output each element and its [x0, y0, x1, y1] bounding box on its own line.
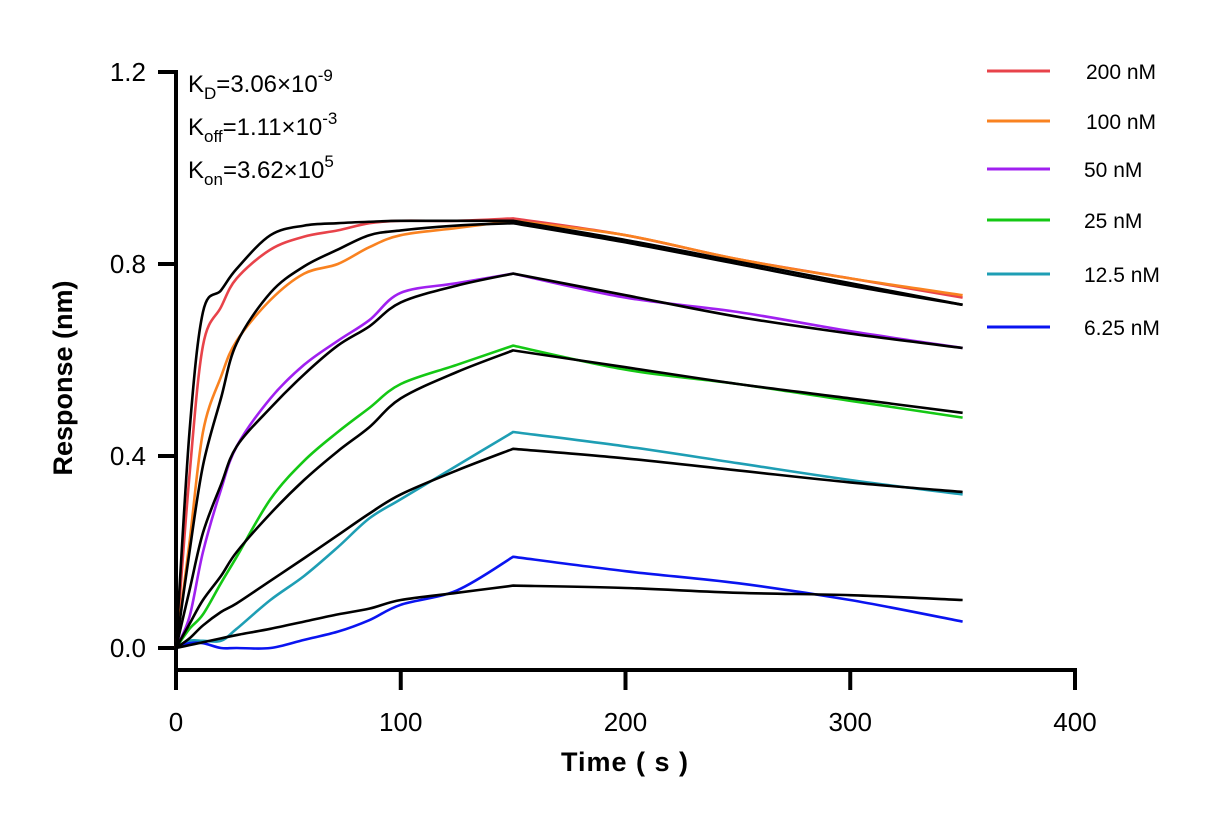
legend-label: 25 nM — [1084, 210, 1142, 233]
legend-label: 50 nM — [1084, 159, 1142, 182]
legend-item: 6.25 nM — [987, 317, 1160, 340]
y-ticks: 0.0 0.4 0.8 1.2 — [110, 57, 176, 663]
kinetic-annotations: KD=3.06×10-9 Koff=1.11×10-3 Kon=3.62×105 — [188, 66, 337, 189]
legend-item: 200 nM — [987, 61, 1156, 84]
legend: 200 nM 100 nM 50 nM 25 nM 12.5 nM 6.25 nM — [987, 61, 1160, 340]
legend-item: 12.5 nM — [987, 264, 1160, 287]
x-tick-label: 400 — [1053, 707, 1096, 737]
x-tick-label: 300 — [829, 707, 872, 737]
fit-curve-200-nM — [174, 219, 963, 649]
x-tick-label: 0 — [169, 707, 183, 737]
x-ticks: 0 100 200 300 400 — [169, 670, 1097, 737]
legend-label: 12.5 nM — [1084, 264, 1160, 287]
fit-curve-50-nM — [174, 272, 963, 649]
legend-label: 200 nM — [1086, 61, 1156, 84]
data-series-25-nM — [174, 344, 963, 649]
y-tick-label: 1.2 — [110, 57, 146, 87]
x-tick-label: 200 — [604, 707, 647, 737]
data-series-100-nM — [174, 219, 963, 649]
fit-curve-12-5-nM — [175, 447, 963, 650]
legend-item: 50 nM — [987, 159, 1142, 182]
kd-annotation: KD=3.06×10-9 — [188, 66, 333, 103]
fit-curve-6-25-nM — [175, 584, 963, 650]
data-series-6-25-nM — [175, 555, 963, 650]
y-tick-label: 0.0 — [110, 633, 146, 663]
legend-item: 25 nM — [987, 210, 1142, 233]
legend-item: 100 nM — [987, 111, 1156, 134]
fit-curve-100-nM — [174, 221, 963, 649]
y-tick-label: 0.4 — [110, 441, 146, 471]
x-axis-title: Time ( s ) — [561, 747, 689, 777]
fit-curves — [174, 219, 963, 650]
legend-label: 6.25 nM — [1084, 317, 1160, 340]
y-tick-label: 0.8 — [110, 249, 146, 279]
fit-curve-25-nM — [174, 349, 963, 649]
y-axis-title: Response (nm) — [48, 280, 78, 475]
data-series-12-5-nM — [175, 430, 963, 650]
legend-label: 100 nM — [1086, 111, 1156, 134]
data-series-50-nM — [174, 272, 963, 649]
kon-annotation: Kon=3.62×105 — [188, 152, 334, 189]
x-tick-label: 100 — [379, 707, 422, 737]
koff-annotation: Koff=1.11×10-3 — [188, 109, 337, 146]
